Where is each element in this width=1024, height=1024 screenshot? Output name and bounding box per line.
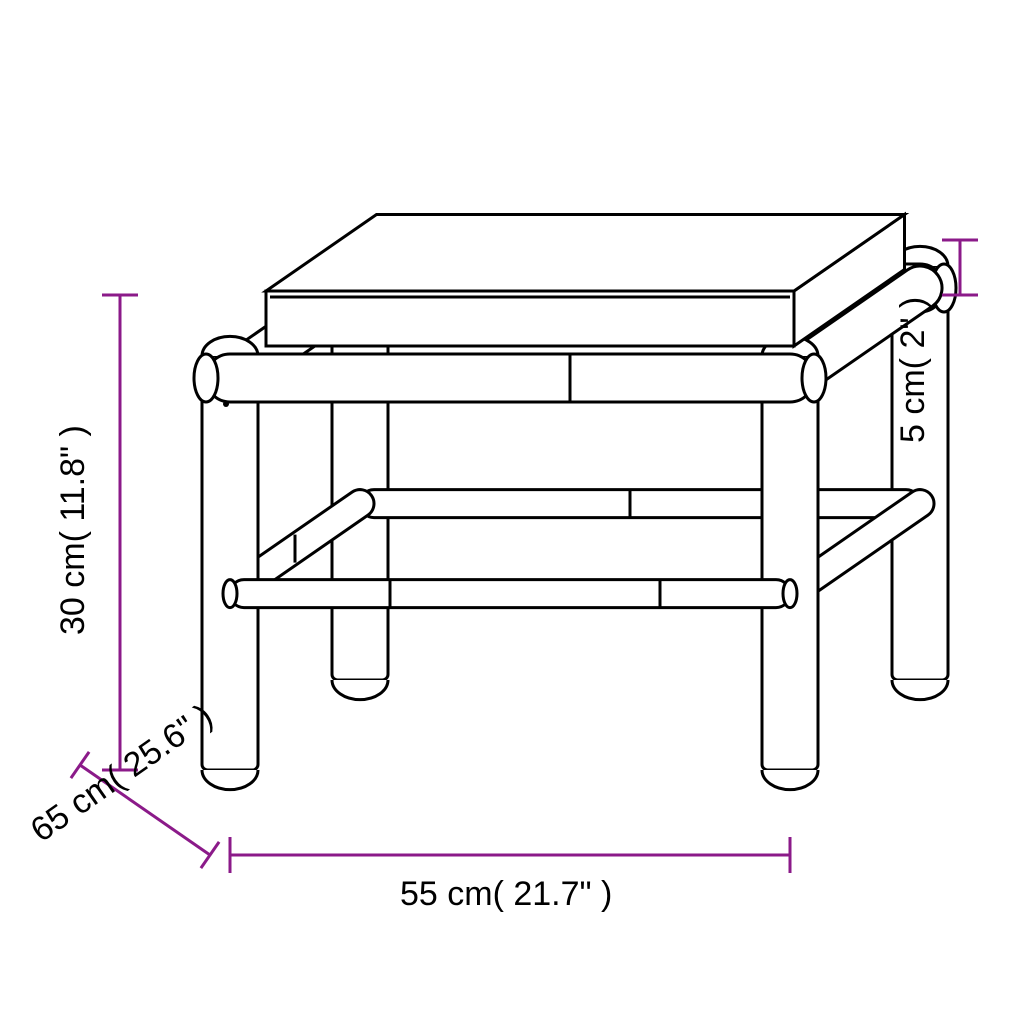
dim-label-width: 55 cm( 21.7" ): [400, 875, 612, 914]
diagram-svg: [0, 0, 1024, 1024]
dim-label-height: 30 cm( 11.8" ): [54, 400, 93, 660]
dim-label-cushion: 5 cm( 2" ): [894, 260, 933, 480]
diagram-stage: 30 cm( 11.8" ) 5 cm( 2" ) 55 cm( 21.7" )…: [0, 0, 1024, 1024]
